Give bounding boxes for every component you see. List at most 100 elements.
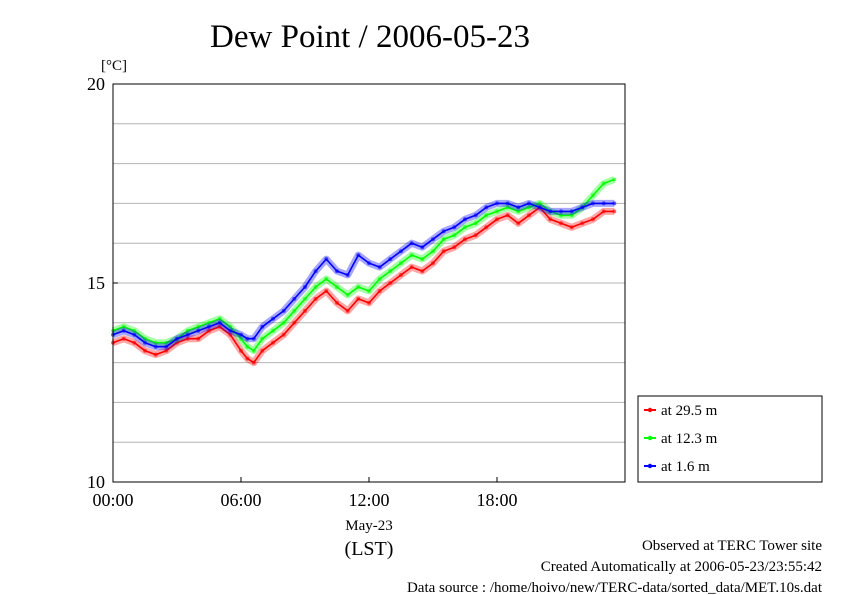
data-point [399,249,403,254]
series-group [111,176,617,367]
footer-created: Created Automatically at 2006-05-23/23:5… [541,559,822,575]
data-point [281,332,286,337]
data-point [452,225,457,230]
data-point [484,225,489,230]
legend-marker [647,463,653,469]
x-axis-date-label: May-23 [345,518,393,534]
data-point [548,209,553,214]
data-point [251,336,256,341]
data-point [377,265,382,270]
data-point [505,205,510,210]
data-point [388,269,393,274]
data-point [516,221,521,226]
data-point [473,221,478,226]
data-point [441,249,446,254]
legend-box [637,395,823,483]
data-point [612,209,617,214]
x-tick-label: 12:00 [348,490,389,510]
data-point [313,269,318,274]
data-point [345,292,350,297]
data-point [601,181,606,186]
data-point [324,257,329,262]
data-point [217,324,222,329]
data-point [356,285,361,289]
x-axis-unit-label: (LST) [345,538,394,560]
data-point [143,340,147,345]
series-2 [111,176,617,355]
data-point [431,237,435,242]
data-point [324,277,329,281]
data-point [527,205,531,210]
data-point [292,296,297,301]
data-point [245,336,250,341]
data-point [153,340,158,345]
data-point [239,332,243,337]
data-point [143,348,147,353]
data-point [281,320,286,325]
data-point [303,285,307,289]
data-point [251,348,256,353]
data-point [420,257,425,262]
data-point [228,328,233,333]
grid-lines [113,123,625,443]
legend: at 29.5 m at 12.3 m at 1.6 m [637,395,823,483]
data-point [463,217,467,222]
data-point [516,205,521,210]
data-point [388,281,393,285]
y-tick-label: 15 [87,273,105,293]
data-point [591,201,595,206]
chart-title: Dew Point / 2006-05-23 [210,19,530,55]
data-point [164,344,169,349]
data-point [245,356,250,361]
data-point [527,201,531,206]
data-point [441,237,446,242]
y-tick-label: 20 [87,74,105,94]
data-point [452,233,457,238]
data-point [196,324,201,329]
data-point [335,300,339,305]
data-point [292,320,297,325]
data-point [473,233,478,238]
data-point [132,332,137,337]
data-point [484,205,489,210]
data-point [303,296,307,301]
data-point [399,273,403,277]
data-point [495,201,499,206]
data-point [251,360,256,365]
data-point [559,209,563,214]
legend-label: at 12.3 m [661,431,718,447]
data-point [313,285,318,289]
data-point [388,257,393,262]
data-point [153,344,158,349]
data-point [527,213,531,218]
data-point [612,177,617,182]
x-tick-label: 06:00 [220,490,261,510]
data-point [399,261,403,266]
data-point [164,340,169,345]
data-point [463,237,467,242]
data-point [463,225,467,230]
data-point [271,340,275,345]
data-point [239,336,243,341]
data-point [569,213,574,218]
data-point [153,352,158,357]
data-point [185,328,190,333]
data-point [345,308,350,313]
series-line [112,202,615,348]
legend-item: at 12.3 m [644,431,718,447]
data-point [516,209,521,214]
data-point [367,289,371,293]
y-tick-labels: 10 15 20 [87,74,118,492]
data-point [441,229,446,234]
data-point [260,336,265,341]
legend-items: at 29.5 m at 12.3 m at 1.6 m [644,403,718,475]
series-1 [111,203,617,367]
data-point [335,285,339,289]
data-point [303,308,307,313]
data-point [335,269,339,274]
data-point [367,300,371,305]
data-point [207,328,211,333]
data-point [431,261,435,266]
data-point [185,336,190,341]
